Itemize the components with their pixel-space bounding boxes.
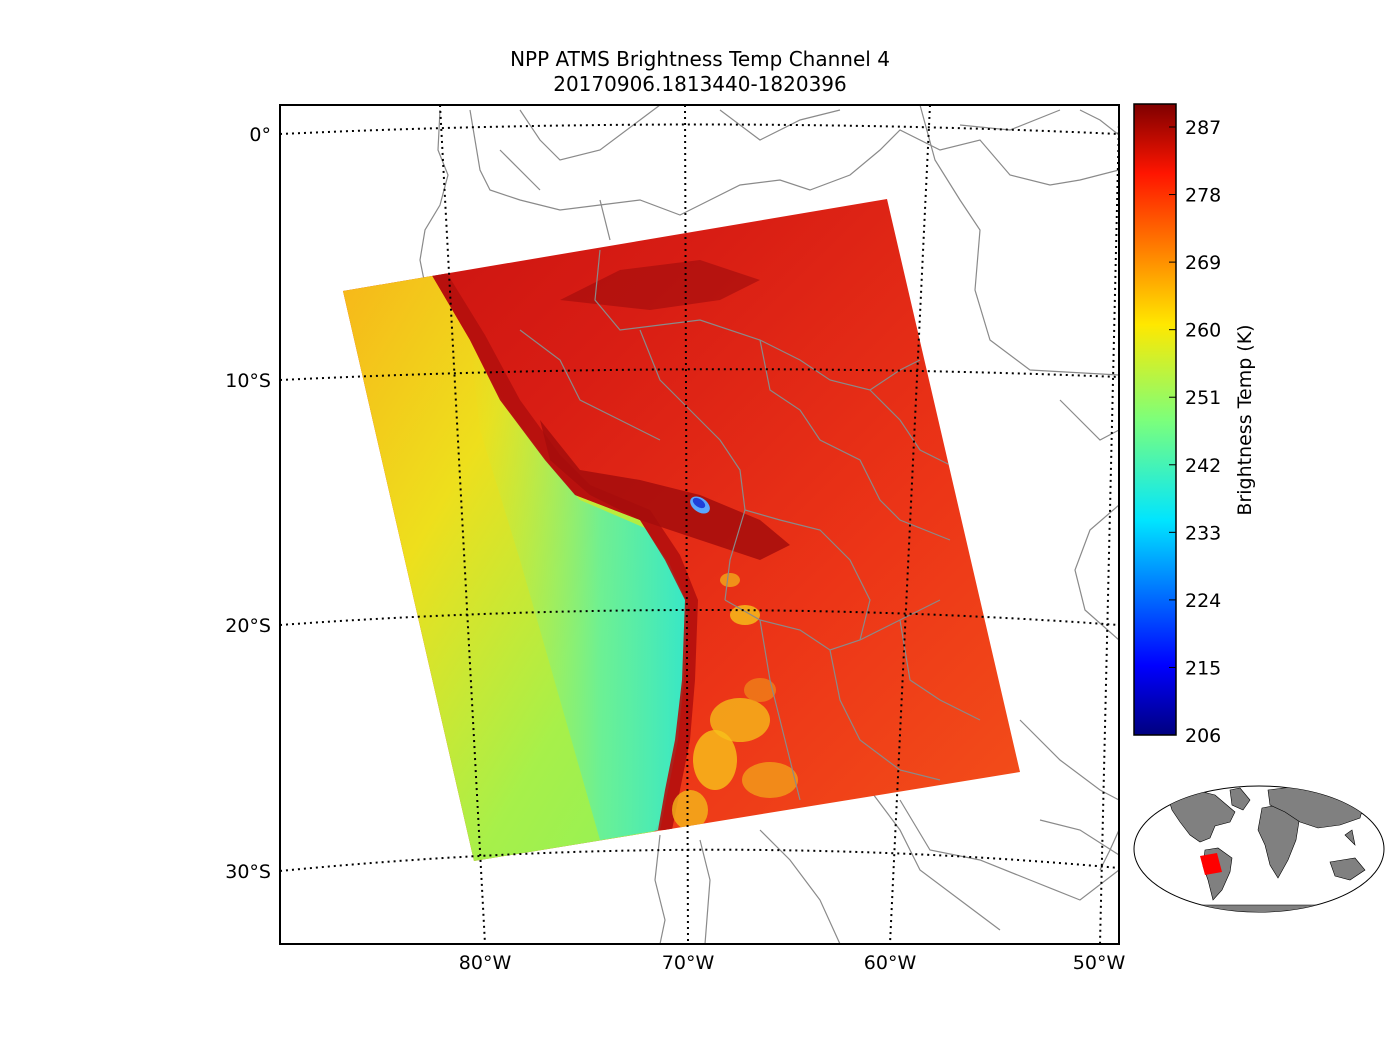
colorbar-tick-label: 233 — [1185, 522, 1221, 544]
map-frame — [279, 104, 1120, 945]
lon-label-3: 50°W — [1073, 952, 1126, 974]
colorbar-tick-label: 224 — [1185, 590, 1221, 612]
colorbar-tick-label: 269 — [1185, 252, 1221, 274]
graticule — [280, 105, 1119, 944]
coastlines — [419, 105, 1119, 944]
lat-label-0: 0° — [249, 124, 271, 146]
lat-label-3: 30°S — [225, 861, 271, 883]
world-inset — [1133, 785, 1385, 913]
lon-label-0: 80°W — [459, 952, 512, 974]
lat-label-2: 20°S — [225, 615, 271, 637]
latitude-labels: 0° 10°S 20°S 30°S — [225, 124, 271, 883]
colorbar-ticks: 287 278 269 260 251 242 233 224 215 206 — [1169, 117, 1221, 747]
swath — [343, 199, 1020, 861]
lon-label-2: 60°W — [864, 952, 917, 974]
colorbar-tick-label: 206 — [1185, 725, 1221, 747]
colorbar-label: Brightness Temp (K) — [1234, 324, 1256, 515]
swath-marker — [1200, 853, 1222, 875]
colorbar-tick-label: 287 — [1185, 117, 1221, 139]
colorbar-tick-label: 260 — [1185, 320, 1221, 342]
colorbar-tick-label: 278 — [1185, 185, 1221, 207]
map-area — [280, 105, 1119, 944]
colorbar-tick-label: 242 — [1185, 455, 1221, 477]
plot-title: NPP ATMS Brightness Temp Channel 4 — [510, 47, 890, 71]
plot-subtitle: 20170906.1813440-1820396 — [553, 72, 847, 96]
lon-label-1: 70°W — [662, 952, 715, 974]
colorbar-tick-label: 251 — [1185, 387, 1221, 409]
colorbar-tick-label: 215 — [1185, 657, 1221, 679]
colorbar — [1133, 103, 1177, 736]
lat-label-1: 10°S — [225, 370, 271, 392]
longitude-labels: 80°W 70°W 60°W 50°W — [459, 952, 1126, 974]
